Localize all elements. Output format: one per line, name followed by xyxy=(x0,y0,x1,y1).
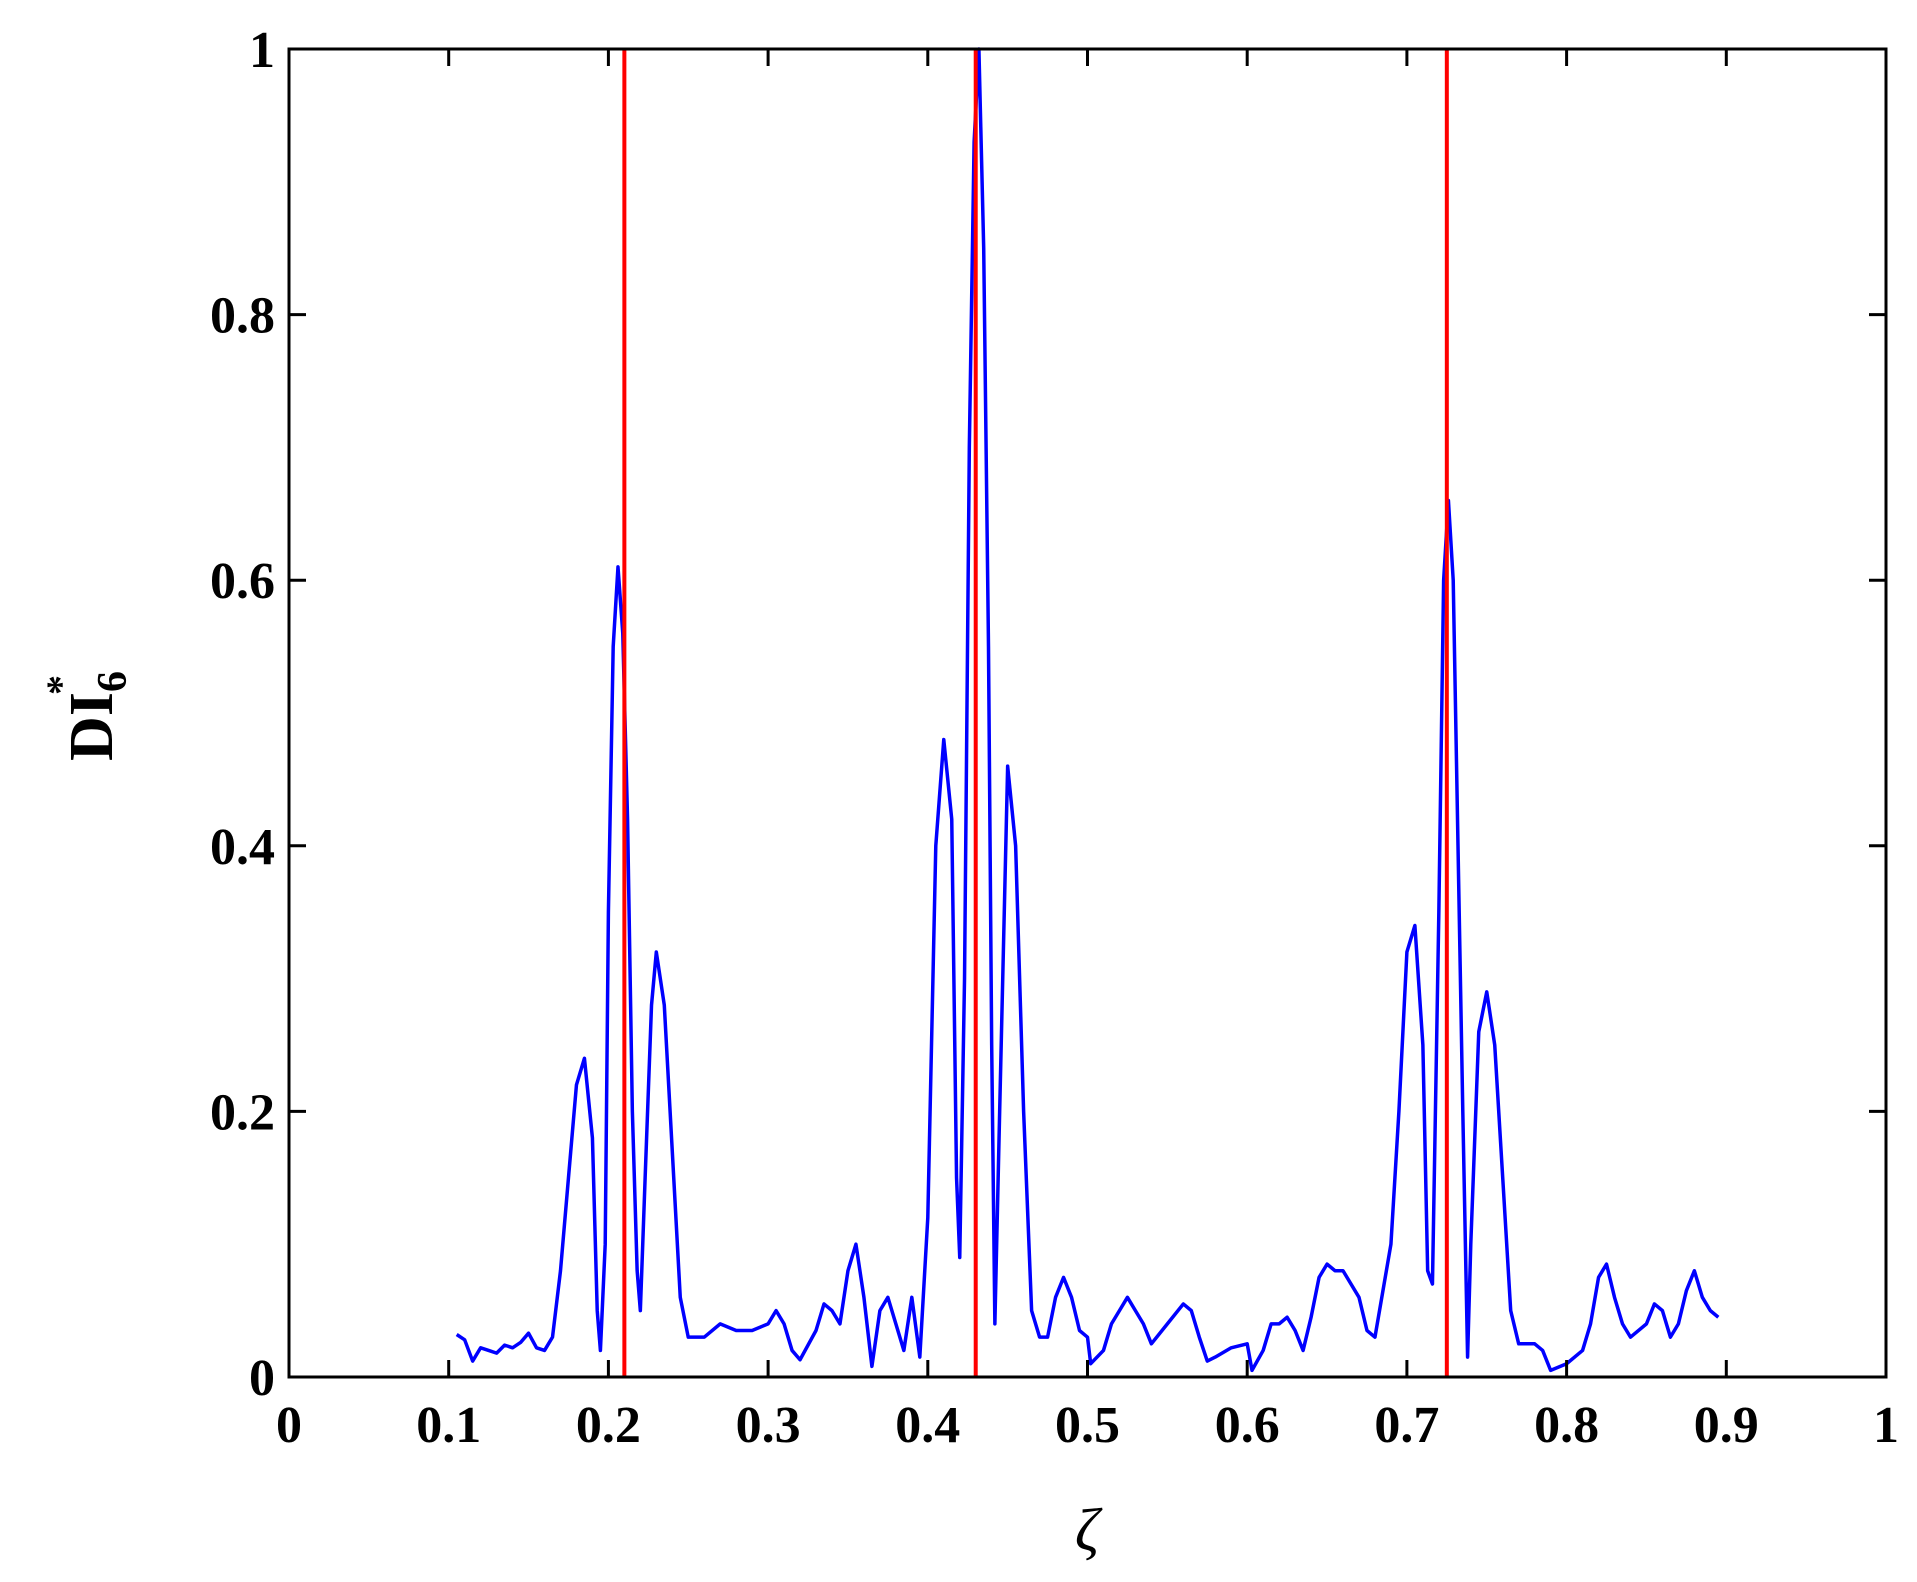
x-tick-label: 0.7 xyxy=(1374,1397,1439,1454)
y-label-sub: 6 xyxy=(90,671,136,692)
x-tick-label: 0 xyxy=(276,1397,302,1454)
y-tick-label: 0.6 xyxy=(210,553,275,610)
y-tick-label: 0 xyxy=(249,1350,275,1407)
x-tick-label: 0.6 xyxy=(1215,1397,1280,1454)
y-axis-label: DI6 * xyxy=(38,671,136,761)
x-tick-label: 0.3 xyxy=(736,1397,801,1454)
y-tick-label: 0.2 xyxy=(210,1084,275,1141)
y-tick-label: 0.8 xyxy=(210,288,275,345)
x-tick-label: 0.1 xyxy=(416,1397,481,1454)
y-tick-label: 1 xyxy=(249,22,275,79)
x-tick-label: 0.4 xyxy=(895,1397,960,1454)
plot-frame xyxy=(287,47,1888,1379)
data-line xyxy=(455,47,1720,1373)
x-tick-label: 0.8 xyxy=(1534,1397,1599,1454)
x-tick-label: 0.5 xyxy=(1055,1397,1120,1454)
y-label-main: DI xyxy=(58,692,126,761)
x-tick-label: 0.9 xyxy=(1694,1397,1759,1454)
x-tick-label: 0.2 xyxy=(576,1397,641,1454)
y-label-sup: * xyxy=(38,675,83,695)
x-axis-label: ζ xyxy=(1075,1497,1103,1563)
y-tick-label: 0.4 xyxy=(210,819,275,876)
x-tick-label: 1 xyxy=(1873,1397,1899,1454)
